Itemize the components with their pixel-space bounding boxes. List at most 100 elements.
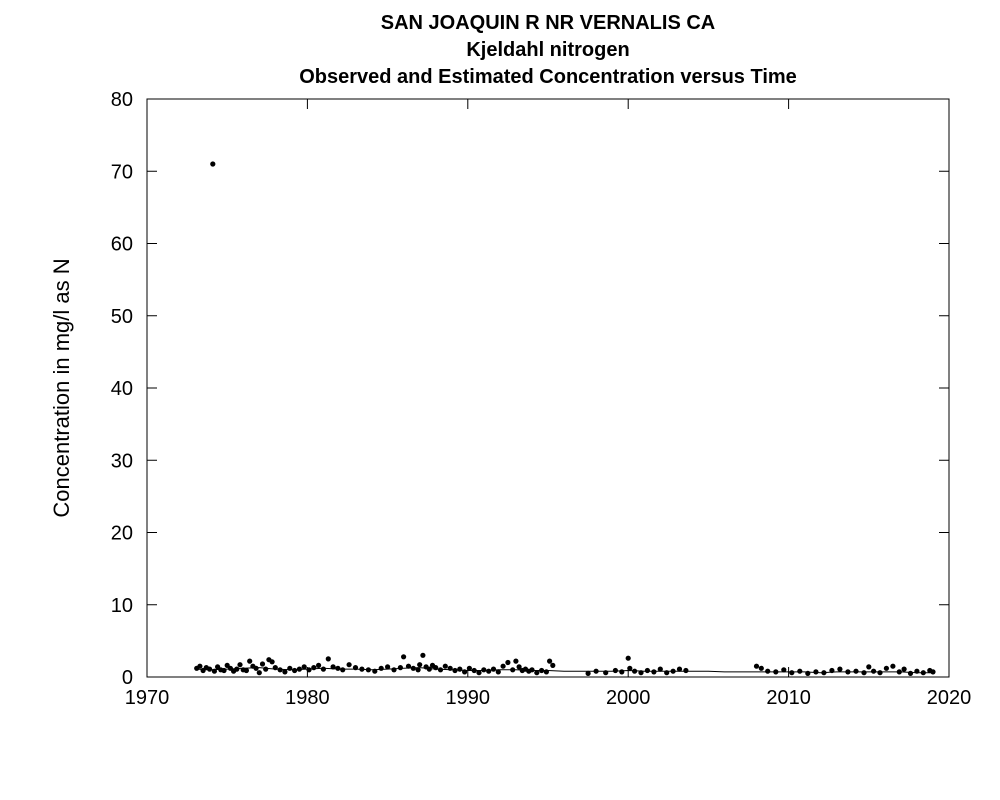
observed-point — [619, 669, 625, 675]
observed-point — [773, 669, 779, 675]
observed-point — [253, 665, 259, 671]
observed-point — [346, 662, 352, 668]
observed-point — [500, 663, 506, 669]
observed-point — [335, 665, 341, 671]
x-tick-label: 1980 — [285, 687, 330, 709]
observed-point — [391, 667, 397, 673]
observed-point — [789, 670, 795, 676]
observed-point — [437, 667, 444, 673]
observed-point — [259, 661, 266, 667]
observed-point — [405, 663, 412, 669]
observed-point — [495, 669, 501, 675]
y-tick-label: 30 — [111, 450, 133, 472]
observed-point — [243, 667, 249, 674]
observed-point — [871, 668, 877, 674]
observed-point — [797, 668, 803, 674]
y-tick-label: 0 — [122, 667, 133, 689]
observed-point — [837, 666, 843, 672]
observed-point — [664, 670, 670, 676]
series-layer — [194, 161, 936, 677]
observed-point — [417, 662, 423, 668]
y-tick-label: 10 — [111, 595, 133, 617]
observed-point — [325, 656, 331, 662]
observed-point — [914, 668, 920, 674]
observed-point — [813, 669, 819, 675]
observed-point — [547, 658, 553, 664]
observed-point — [901, 666, 907, 672]
observed-point — [550, 662, 556, 669]
y-tick-label: 80 — [111, 89, 133, 111]
observed-point — [593, 668, 599, 674]
observed-point — [426, 666, 432, 672]
observed-point — [365, 667, 371, 673]
observed-point — [410, 665, 416, 671]
observed-point — [490, 666, 497, 672]
observed-point — [529, 667, 535, 673]
observed-point — [805, 670, 811, 677]
observed-point — [282, 669, 288, 675]
observed-point — [316, 662, 322, 669]
chart-title: SAN JOAQUIN R NR VERNALIS CA — [380, 12, 716, 34]
observed-point — [753, 663, 760, 669]
observed-point — [372, 668, 378, 674]
x-tick-label: 2000 — [606, 687, 651, 709]
observed-point — [638, 670, 644, 676]
x-tick-label: 2010 — [766, 687, 811, 709]
observed-point — [920, 670, 926, 676]
observed-point — [442, 663, 448, 669]
observed-point — [306, 667, 312, 673]
observed-point — [263, 666, 269, 672]
observed-point — [534, 670, 540, 676]
observed-point — [397, 665, 403, 671]
observed-point — [516, 664, 522, 670]
observed-point — [197, 663, 203, 669]
observed-point — [452, 667, 458, 674]
observed-point — [781, 667, 787, 673]
observed-point — [457, 666, 463, 672]
observed-point — [210, 161, 216, 167]
observed-point — [930, 669, 936, 675]
observed-point — [433, 665, 439, 671]
observed-point — [415, 667, 421, 673]
observed-point — [513, 658, 519, 664]
observed-point — [585, 670, 591, 677]
observed-point — [481, 667, 487, 673]
observed-point — [447, 665, 453, 671]
observed-point — [627, 665, 633, 671]
observed-point — [907, 670, 914, 677]
observed-point — [401, 654, 407, 660]
observed-point — [287, 665, 293, 671]
observed-point — [644, 667, 651, 674]
observed-point — [543, 669, 550, 675]
observed-point — [292, 667, 298, 674]
observed-point — [505, 659, 511, 666]
observed-point — [670, 668, 676, 674]
observed-point — [311, 665, 317, 671]
observed-point — [237, 662, 243, 668]
observed-point — [890, 663, 896, 669]
x-tick-label: 2020 — [927, 687, 972, 709]
observed-point — [625, 655, 631, 661]
observed-point — [296, 666, 302, 672]
observed-point — [378, 665, 384, 671]
observed-point — [539, 667, 545, 674]
observed-point — [352, 665, 359, 671]
observed-point — [420, 652, 426, 658]
observed-point — [234, 666, 240, 672]
observed-point — [277, 667, 283, 673]
observed-point — [320, 666, 326, 672]
observed-point — [211, 668, 217, 674]
observed-point — [877, 670, 883, 676]
observed-point — [683, 667, 689, 674]
observed-point — [657, 666, 663, 672]
observed-point — [829, 667, 835, 674]
observed-point — [256, 670, 262, 676]
observed-point — [632, 668, 638, 674]
observed-point — [207, 666, 213, 672]
observed-point — [476, 670, 482, 676]
observed-point — [896, 669, 902, 675]
observed-point — [466, 665, 472, 671]
observed-point — [853, 668, 859, 674]
